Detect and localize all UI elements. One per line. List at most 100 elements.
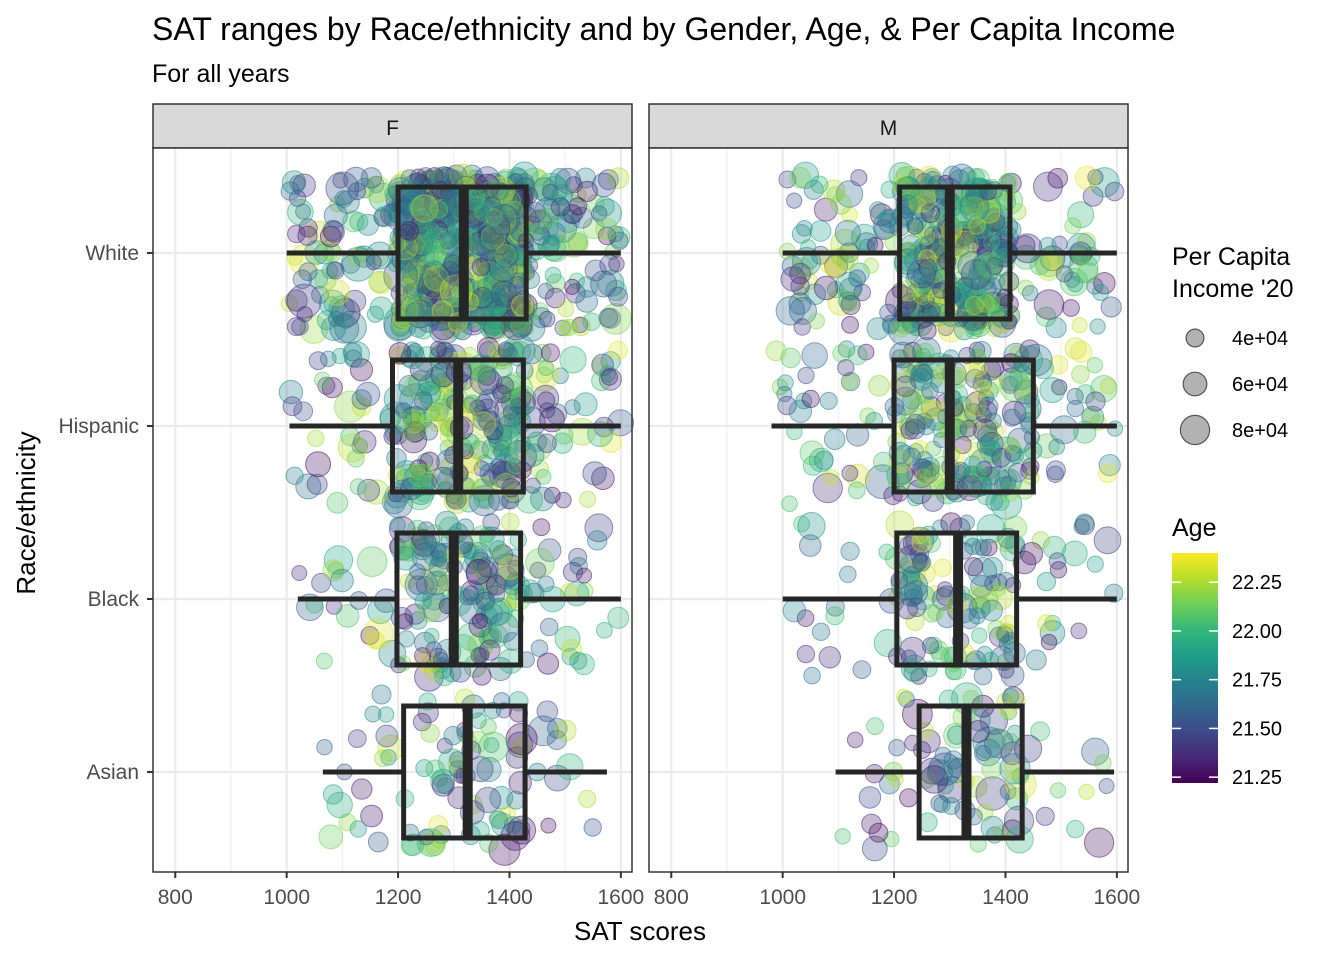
data-point: [485, 260, 515, 290]
color-legend-title: Age: [1172, 514, 1216, 542]
data-point: [1004, 761, 1021, 778]
data-point: [505, 746, 529, 769]
data-point: [1074, 165, 1100, 190]
data-point: [347, 729, 367, 748]
data-point: [562, 204, 583, 225]
data-point: [578, 789, 597, 808]
data-point: [298, 218, 318, 238]
data-point: [1045, 317, 1067, 339]
size-legend-label: 4e+04: [1232, 328, 1288, 350]
data-point: [984, 412, 1002, 430]
data-point: [538, 310, 556, 328]
data-point: [367, 831, 389, 853]
data-point: [896, 688, 912, 705]
data-point: [1045, 460, 1066, 481]
data-point: [480, 224, 506, 250]
data-point: [902, 566, 920, 585]
data-point: [887, 470, 911, 493]
data-point: [830, 193, 852, 215]
data-point: [1064, 337, 1087, 360]
data-point: [286, 283, 322, 319]
data-point: [1055, 265, 1073, 283]
data-point: [463, 434, 481, 451]
data-point: [839, 565, 857, 584]
data-point: [286, 316, 306, 337]
data-point: [921, 637, 940, 655]
data-point: [571, 316, 589, 334]
x-tick-label: 1400: [486, 886, 533, 909]
data-point: [419, 451, 440, 472]
data-point: [536, 652, 560, 675]
data-point: [1048, 552, 1067, 570]
data-point: [781, 495, 798, 513]
y-tick-label-asian: Asian: [86, 761, 139, 784]
data-point: [342, 342, 363, 362]
data-point: [591, 370, 612, 392]
data-point: [380, 749, 397, 766]
data-point: [488, 204, 521, 236]
data-point: [408, 575, 428, 595]
data-point: [920, 203, 941, 224]
data-point: [1071, 317, 1088, 334]
data-point: [326, 491, 349, 514]
data-point: [393, 546, 419, 571]
data-point: [346, 449, 365, 468]
data-point: [607, 409, 635, 437]
data-point: [803, 666, 821, 685]
data-point: [576, 567, 593, 584]
data-point: [569, 651, 588, 670]
data-point: [861, 835, 888, 862]
data-point: [775, 296, 805, 326]
data-point: [1050, 782, 1067, 799]
x-tick-label: 1200: [375, 886, 422, 909]
data-point: [532, 177, 557, 202]
data-point: [280, 294, 299, 313]
data-point: [323, 203, 348, 228]
data-point: [373, 206, 395, 228]
data-point: [906, 217, 924, 235]
data-point: [573, 392, 598, 417]
data-point: [826, 186, 844, 203]
data-point: [337, 313, 354, 330]
data-point: [579, 490, 597, 508]
data-point: [866, 717, 884, 736]
data-point: [918, 258, 938, 278]
boxplot-asian: [322, 703, 607, 841]
data-point: [971, 627, 988, 644]
data-point: [1035, 806, 1055, 826]
data-point: [490, 544, 510, 563]
data-point: [838, 277, 862, 301]
data-point: [978, 396, 999, 417]
data-point: [823, 469, 840, 486]
data-point: [955, 277, 987, 308]
data-point: [894, 375, 917, 398]
data-point: [464, 380, 484, 400]
data-point: [425, 230, 445, 250]
facet-panel-f: F 800 1000 1200 1400 1600: [152, 103, 644, 909]
data-point: [1037, 614, 1056, 633]
facet-strip: [648, 103, 1129, 149]
data-point: [416, 828, 446, 857]
data-point: [882, 318, 899, 335]
data-point: [1104, 181, 1125, 202]
data-point: [1061, 540, 1088, 567]
data-point: [608, 255, 625, 273]
data-point: [880, 180, 899, 199]
box-iqr: [891, 357, 1036, 495]
data-point: [305, 451, 332, 478]
panel-border: [152, 147, 633, 873]
data-point: [959, 419, 977, 438]
data-point: [482, 289, 508, 315]
data-point: [351, 437, 368, 454]
data-point: [976, 803, 994, 821]
data-point: [1021, 285, 1039, 302]
data-point: [475, 589, 492, 607]
data-point: [943, 750, 963, 770]
boxplots: [286, 184, 621, 841]
data-point: [607, 225, 624, 243]
data-point: [1017, 279, 1035, 297]
data-point: [808, 312, 825, 330]
x-axis: 800 1000 1200 1400 1600: [158, 872, 644, 909]
data-point: [1093, 272, 1116, 295]
data-point: [542, 193, 570, 221]
